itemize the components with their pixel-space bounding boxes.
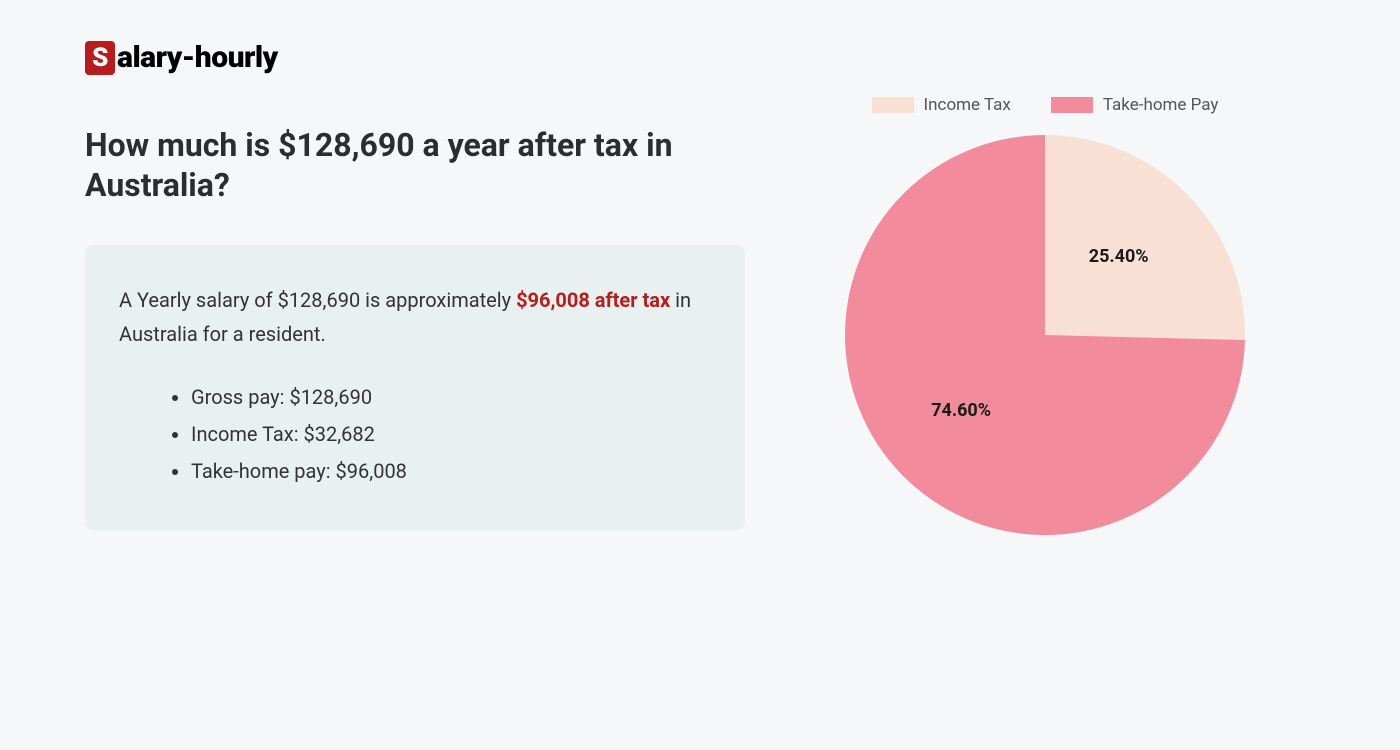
info-lead: A Yearly salary of $128,690 is approxima… — [119, 283, 711, 351]
pie-chart: 25.40% 74.60% — [845, 135, 1245, 535]
info-lead-highlight: $96,008 after tax — [516, 288, 670, 312]
right-column: Income Tax Take-home Pay 25.40% 74.60% — [805, 95, 1285, 535]
info-lead-pre: A Yearly salary of $128,690 is approxima… — [119, 288, 516, 312]
info-bullet-list: Gross pay: $128,690 Income Tax: $32,682 … — [119, 379, 711, 490]
info-bullet: Income Tax: $32,682 — [191, 416, 711, 453]
page-root: Salary-hourly How much is $128,690 a yea… — [0, 0, 1400, 535]
pie-slice — [1045, 135, 1245, 340]
legend-item-take-home: Take-home Pay — [1051, 95, 1219, 115]
pie-slice-label: 74.60% — [931, 400, 991, 421]
logo: Salary-hourly — [85, 40, 1315, 75]
content-row: How much is $128,690 a year after tax in… — [85, 125, 1315, 535]
pie-slice-label: 25.40% — [1089, 246, 1149, 267]
legend-swatch — [1051, 97, 1093, 113]
pie-svg — [845, 135, 1245, 535]
info-bullet: Gross pay: $128,690 — [191, 379, 711, 416]
info-box: A Yearly salary of $128,690 is approxima… — [85, 245, 745, 530]
chart-legend: Income Tax Take-home Pay — [872, 95, 1219, 115]
info-bullet: Take-home pay: $96,008 — [191, 453, 711, 490]
legend-swatch — [872, 97, 914, 113]
legend-label: Take-home Pay — [1103, 95, 1219, 115]
legend-item-income-tax: Income Tax — [872, 95, 1011, 115]
logo-badge: S — [85, 41, 115, 75]
page-heading: How much is $128,690 a year after tax in… — [85, 125, 745, 205]
legend-label: Income Tax — [924, 95, 1011, 115]
left-column: How much is $128,690 a year after tax in… — [85, 125, 745, 535]
logo-text: alary-hourly — [117, 40, 278, 75]
